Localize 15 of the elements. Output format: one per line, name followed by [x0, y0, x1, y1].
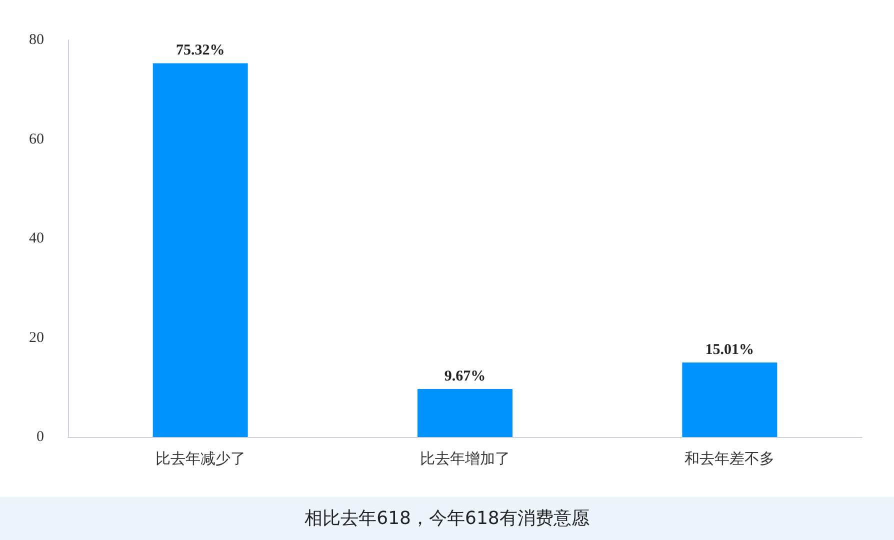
y-tick-label: 40	[29, 230, 44, 246]
y-tick-label: 60	[29, 131, 44, 148]
text: 相比去年618，今年618有消费意愿	[0, 497, 894, 540]
bar	[682, 362, 778, 437]
x-tick-label: 比去年减少了	[155, 450, 246, 468]
y-tick-label: 80	[29, 32, 44, 48]
y-tick-label: 0	[36, 429, 44, 445]
data-label: 75.32%	[176, 42, 225, 59]
bar	[152, 63, 248, 437]
y-tick-label: 20	[29, 330, 44, 346]
data-label: 15.01%	[705, 342, 754, 358]
bar	[418, 389, 512, 437]
x-tick-label: 比去年增加了	[420, 450, 510, 468]
x-tick-label: 和去年差不多	[684, 450, 775, 468]
data-label: 9.67%	[444, 368, 486, 385]
